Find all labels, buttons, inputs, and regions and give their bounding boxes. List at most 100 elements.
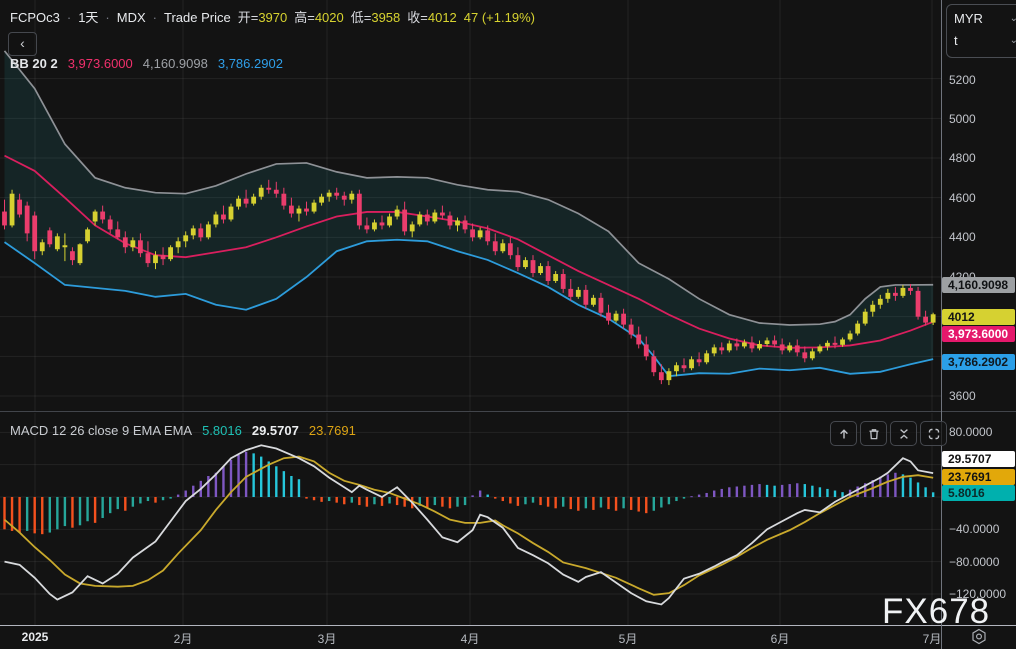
candle-body xyxy=(485,230,491,242)
histogram-bar xyxy=(562,497,565,507)
candle-body xyxy=(719,347,725,351)
candle-body xyxy=(591,297,596,305)
histogram-bar xyxy=(312,497,316,501)
candle-body xyxy=(205,224,211,238)
price-axis-divider xyxy=(941,0,942,649)
pane-delete-button[interactable] xyxy=(860,421,887,446)
time-axis-label: 4月 xyxy=(460,632,480,646)
macd-chart-canvas[interactable] xyxy=(0,413,941,625)
axis-settings-button[interactable] xyxy=(966,627,992,647)
candle-body xyxy=(107,219,113,230)
histogram-bar xyxy=(577,497,580,511)
candle-body xyxy=(930,314,936,323)
bb-lower-band-line xyxy=(3,238,934,378)
candle-body xyxy=(92,211,98,222)
candle-body xyxy=(213,214,219,225)
candle-body xyxy=(568,288,574,297)
histogram-bar xyxy=(207,475,210,497)
histogram-bar xyxy=(252,453,255,497)
pane-divider[interactable] xyxy=(0,411,1016,412)
histogram-bar xyxy=(584,497,588,509)
axis-tick-label: 5200 xyxy=(949,73,976,87)
histogram-bar xyxy=(63,497,67,527)
candlestick-series xyxy=(2,179,936,386)
signal-value-badge: 23.7691 xyxy=(942,469,1015,485)
candle-body xyxy=(409,224,415,232)
histogram-bar xyxy=(56,497,59,530)
macd-indicator-row[interactable]: MACD 12 26 close 9 EMA EMA 5.8016 29.570… xyxy=(10,423,356,438)
chevron-left-icon: ‹ xyxy=(20,35,25,51)
histogram-bar xyxy=(765,484,769,497)
histogram-bar xyxy=(833,490,837,497)
candle-body xyxy=(236,198,241,207)
candle-body xyxy=(870,304,876,312)
histogram-bar xyxy=(433,497,437,506)
unit-select[interactable]: t ⌄ xyxy=(954,32,1016,48)
hist-value-badge: 5.8016 xyxy=(942,485,1015,501)
bb-indicator-row[interactable]: BB 20 2 3,973.6000 4,160.9098 3,786.2902 xyxy=(10,56,283,71)
price-axis[interactable]: 520050004800460044004200360080.0000−40.0… xyxy=(942,0,1016,625)
candle-body xyxy=(243,198,249,204)
histogram-bar xyxy=(93,497,97,523)
close-value: 收=4012 xyxy=(407,10,457,25)
candle-body xyxy=(17,199,22,215)
candle-body xyxy=(515,255,521,268)
histogram-bar xyxy=(418,497,421,506)
axis-tick-label: 3600 xyxy=(949,389,976,403)
histogram-bar xyxy=(931,492,935,497)
histogram-bar xyxy=(343,497,346,505)
currency-select[interactable]: MYR ⌄ xyxy=(954,10,1016,26)
candle-body xyxy=(802,352,808,359)
interval-label: 1天 xyxy=(78,10,99,25)
axis-tick-label: 80.0000 xyxy=(949,425,993,440)
axis-tick-label: −80.0000 xyxy=(949,554,1000,569)
histogram-bar xyxy=(154,497,157,503)
histogram-bar xyxy=(524,497,527,505)
histogram-bar xyxy=(788,484,791,497)
candle-body xyxy=(424,214,430,222)
candle-body xyxy=(190,228,196,236)
candle-body xyxy=(643,344,649,357)
candle-body xyxy=(734,343,740,347)
histogram-bar xyxy=(901,474,905,497)
price-chart-canvas[interactable] xyxy=(0,0,941,411)
candle-body xyxy=(915,290,921,317)
histogram-bar xyxy=(78,497,82,526)
histogram-bar xyxy=(373,497,376,505)
histogram-bar xyxy=(622,497,625,509)
back-button[interactable]: ‹ xyxy=(8,32,37,56)
pane-collapse-button[interactable] xyxy=(890,421,917,446)
histogram-bar xyxy=(690,496,693,498)
histogram-bar xyxy=(592,497,595,510)
pane-maximize-button[interactable] xyxy=(920,421,947,446)
fx678-watermark: FX678 xyxy=(882,592,991,631)
histogram-bar xyxy=(509,497,512,504)
candle-body xyxy=(545,266,551,281)
histogram-bar xyxy=(403,497,406,507)
histogram-bar xyxy=(629,497,633,510)
histogram-bar xyxy=(109,497,112,514)
histogram-bar xyxy=(169,497,172,499)
histogram-bar xyxy=(471,495,474,497)
macd-signal-line xyxy=(3,455,934,596)
bb-basis-value: 3,973.6000 xyxy=(67,56,133,71)
histogram-bar xyxy=(71,497,74,528)
candle-body xyxy=(711,347,717,354)
histogram-bar xyxy=(720,488,723,497)
histogram-bar xyxy=(116,497,119,510)
candle-body xyxy=(311,202,317,212)
macd-main-line xyxy=(4,444,934,606)
pane-move-up-button[interactable] xyxy=(830,421,857,446)
macd-value-badge: 29.5707 xyxy=(942,451,1015,467)
candle-body xyxy=(862,311,868,324)
candle-body xyxy=(553,274,559,281)
bb-upper-badge: 4,160.9098 xyxy=(942,277,1015,293)
time-axis[interactable]: 2025 2月 3月 4月 5月 6月 7月 xyxy=(0,626,1016,649)
histogram-bar xyxy=(305,497,308,499)
histogram-bar xyxy=(229,459,233,497)
candle-body xyxy=(160,255,166,260)
candle-body xyxy=(885,292,891,299)
histogram-bar xyxy=(297,479,301,497)
maximize-icon xyxy=(928,428,939,439)
symbol-name: FCPOc3 xyxy=(10,10,60,25)
